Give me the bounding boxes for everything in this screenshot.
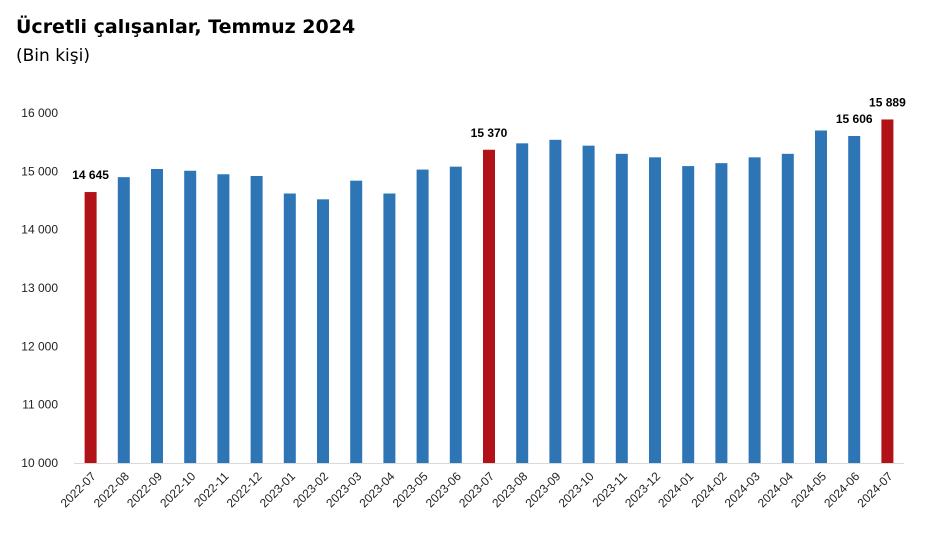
x-tick-label: 2022-10 xyxy=(157,469,198,510)
x-tick-label: 2024-04 xyxy=(755,469,796,510)
x-tick-label: 2023-06 xyxy=(423,469,464,510)
bar-2024-01 xyxy=(682,166,695,464)
data-labels: 14 645 15 370 15 606 15 889 xyxy=(72,95,906,182)
bar-2023-10 xyxy=(582,145,595,463)
x-tick-label: 2023-10 xyxy=(556,469,597,510)
x-tick-label: 2023-08 xyxy=(489,469,530,510)
x-tick-label: 2023-07 xyxy=(456,469,497,510)
bar-2023-07 xyxy=(483,149,495,463)
x-tick-label: 2022-08 xyxy=(91,469,132,510)
bar-2023-06 xyxy=(449,166,462,463)
bar-2024-05 xyxy=(815,130,827,463)
bar-2023-04 xyxy=(383,193,396,463)
x-tick-label: 2024-01 xyxy=(655,469,696,510)
y-tick-label: 14 000 xyxy=(21,223,58,237)
bar-2024-02 xyxy=(715,163,728,463)
data-label-2023-07: 15 370 xyxy=(471,126,508,140)
bar-2022-09 xyxy=(151,169,163,463)
bar-2023-05 xyxy=(416,169,429,464)
x-tick-label: 2023-02 xyxy=(290,469,331,510)
bar-2024-03 xyxy=(748,157,761,464)
y-tick-label: 15 000 xyxy=(21,164,58,178)
x-tick-label: 2022-09 xyxy=(124,469,165,510)
x-tick-label: 2022-12 xyxy=(224,469,265,510)
x-tick-label: 2024-03 xyxy=(722,469,763,510)
x-tick-label: 2023-04 xyxy=(356,469,397,510)
x-tick-label: 2023-05 xyxy=(390,469,431,510)
bar-2023-11 xyxy=(615,153,628,464)
x-tick-label: 2023-12 xyxy=(622,469,663,510)
x-tick-label: 2023-03 xyxy=(323,469,364,510)
x-tick-label: 2023-01 xyxy=(257,469,298,510)
bar-2024-07 xyxy=(881,119,894,463)
bar-2023-08 xyxy=(516,143,529,464)
bar-2023-09 xyxy=(549,139,562,464)
bar-2023-01 xyxy=(283,193,296,463)
bar-2022-08 xyxy=(117,177,130,463)
chart-subtitle: (Bin kişi) xyxy=(16,46,90,66)
y-tick-label: 16 000 xyxy=(21,106,58,120)
bar-2022-07 xyxy=(84,192,97,463)
x-axis-labels: 2022-072022-082022-092022-102022-112022-… xyxy=(58,469,896,510)
x-tick-label: 2022-07 xyxy=(58,469,99,510)
bar-2022-11 xyxy=(217,174,230,463)
bar-2023-03 xyxy=(350,180,363,463)
y-tick-label: 10 000 xyxy=(21,456,58,470)
bar-2024-04 xyxy=(781,153,794,464)
y-tick-label: 12 000 xyxy=(21,339,58,353)
data-label-2024-07: 15 889 xyxy=(869,95,906,109)
y-axis-labels: 10 000 11 000 12 000 13 000 14 000 15 000 16 0… xyxy=(21,106,58,470)
y-tick-label: 11 000 xyxy=(22,398,58,412)
x-tick-label: 2023-09 xyxy=(522,469,563,510)
x-tick-label: 2024-07 xyxy=(854,469,895,510)
x-tick-label: 2024-02 xyxy=(688,469,729,510)
x-tick-label: 2024-05 xyxy=(788,469,829,510)
x-tick-label: 2024-06 xyxy=(821,469,862,510)
data-label-2022-07: 14 645 xyxy=(72,168,109,182)
bar-2024-06 xyxy=(848,135,861,463)
y-tick-label: 13 000 xyxy=(21,281,58,295)
bar-2023-12 xyxy=(649,157,661,464)
bar-2023-02 xyxy=(317,199,329,464)
bars xyxy=(84,119,894,464)
data-label-2024-06: 15 606 xyxy=(836,112,873,126)
bar-2022-10 xyxy=(184,170,197,463)
chart-title: Ücretli çalışanlar, Temmuz 2024 xyxy=(16,16,356,38)
bar-2022-12 xyxy=(250,176,263,463)
